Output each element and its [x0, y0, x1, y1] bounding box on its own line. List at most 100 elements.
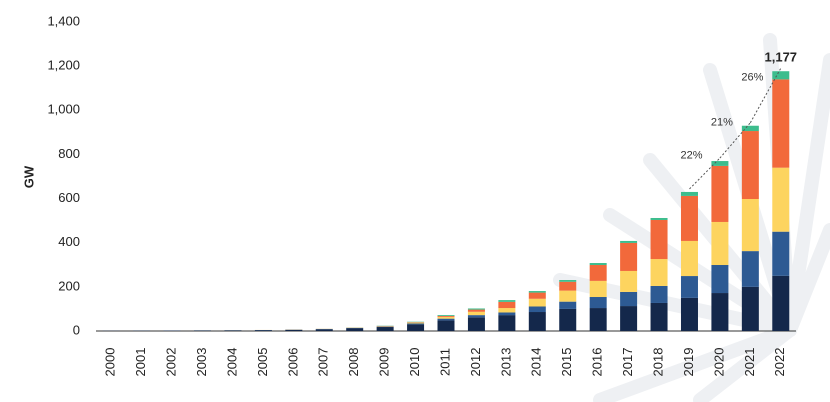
bar-segment: [650, 285, 668, 303]
bar-segment: [772, 275, 790, 331]
bar-segment: [376, 327, 394, 331]
ray: [593, 323, 797, 402]
x-tick-label: 2001: [133, 348, 148, 377]
bar-segment: [437, 320, 455, 331]
bar-segment: [711, 165, 729, 222]
bar-segment: [589, 280, 607, 298]
bar-segment: [467, 311, 485, 316]
bar-segment: [680, 195, 698, 241]
bar-segment: [346, 328, 364, 331]
bar-segment: [772, 79, 790, 168]
bar-segment: [467, 315, 485, 318]
bar-segment: [741, 125, 759, 132]
y-tick-label: 200: [58, 278, 80, 293]
bar-segment: [467, 309, 485, 312]
bar-segment: [559, 290, 577, 302]
ray: [783, 53, 830, 337]
bar-segment: [498, 300, 516, 302]
bar-segment: [528, 291, 546, 293]
x-tick-label: 2006: [285, 348, 300, 377]
bar-segment: [528, 292, 546, 299]
bar-segment: [772, 167, 790, 232]
bar-segment: [437, 315, 455, 316]
bar-segment: [437, 318, 455, 321]
x-tick-label: 2002: [164, 348, 179, 377]
bar-segment: [467, 317, 485, 331]
growth-line: [749, 67, 782, 123]
x-tick-label: 2012: [468, 348, 483, 377]
bar-segment: [407, 324, 425, 331]
bar-segment: [741, 286, 759, 331]
y-tick-label: 600: [58, 190, 80, 205]
ray: [603, 208, 797, 337]
bar-segment: [498, 308, 516, 313]
bar-segment: [650, 259, 668, 286]
y-tick-label: 400: [58, 234, 80, 249]
x-tick-label: 2000: [103, 348, 118, 377]
bar-segment: [620, 240, 638, 243]
x-tick-label: 2009: [377, 348, 392, 377]
bar-segment: [224, 330, 242, 331]
bar-segment: [498, 301, 516, 309]
x-tick-label: 2020: [711, 348, 726, 377]
bar-segment: [437, 316, 455, 319]
x-tick-label: 2013: [498, 348, 513, 377]
bar-segment: [650, 219, 668, 260]
bar-segment: [620, 291, 638, 307]
x-tick-label: 2017: [620, 348, 635, 377]
x-tick-label: 2010: [407, 348, 422, 377]
bar-segment: [285, 329, 303, 331]
growth-line: [689, 157, 721, 190]
y-tick-label: 0: [73, 322, 80, 337]
y-axis-label: GW: [21, 165, 36, 188]
bar-segment: [680, 276, 698, 298]
bar-segment: [437, 315, 455, 317]
bar-segment: [650, 302, 668, 331]
growth-label: 26%: [741, 71, 763, 83]
bar-segment: [315, 329, 333, 331]
bar-segment: [620, 270, 638, 292]
bar-segment: [711, 293, 729, 331]
ray: [693, 323, 797, 402]
bar-segment: [680, 240, 698, 277]
bar-segment: [194, 330, 212, 331]
x-tick-label: 2019: [681, 348, 696, 377]
bar-segment: [559, 308, 577, 331]
bar-segment: [254, 330, 272, 331]
bar-segment: [407, 322, 425, 324]
bar-segment: [528, 306, 546, 313]
bar-segment: [559, 301, 577, 309]
growth-label: 21%: [711, 116, 733, 128]
bar-segment: [589, 308, 607, 331]
x-tick-label: 2021: [742, 348, 757, 377]
y-tick-label: 1,400: [47, 13, 80, 28]
bar-segment: [528, 298, 546, 307]
ray: [783, 223, 830, 337]
x-tick-label: 2005: [255, 348, 270, 377]
bar-segment: [741, 251, 759, 287]
x-tick-label: 2008: [346, 348, 361, 377]
bar-segment: [467, 308, 485, 310]
bar-segment: [559, 281, 577, 291]
bar-segment: [680, 297, 698, 331]
bar-segment: [620, 242, 638, 271]
x-tick-label: 2003: [194, 348, 209, 377]
x-tick-label: 2011: [437, 348, 452, 376]
bar-segment: [498, 315, 516, 331]
x-tick-label: 2022: [772, 348, 787, 377]
bar-segment: [711, 221, 729, 266]
bar-segment: [741, 131, 759, 200]
bar-segment: [589, 263, 607, 266]
x-tick-label: 2016: [590, 348, 605, 377]
bar-segment: [772, 71, 790, 80]
total-label: 1,177: [765, 50, 798, 65]
y-tick-label: 1,200: [47, 58, 80, 73]
x-tick-label: 2007: [316, 348, 331, 377]
x-tick-label: 2014: [529, 348, 544, 377]
y-tick-label: 800: [58, 146, 80, 161]
bar-segment: [650, 217, 668, 220]
bar-segment: [741, 199, 759, 252]
bar-segment: [498, 312, 516, 316]
bar-segment: [680, 191, 698, 196]
